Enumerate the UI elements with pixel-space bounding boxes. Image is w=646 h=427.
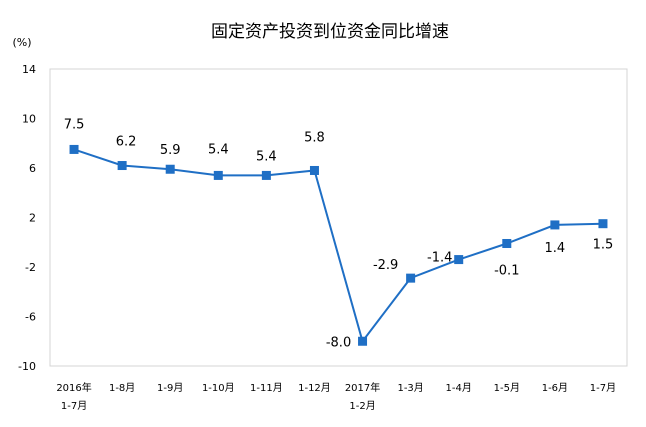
x-tick-label-line2: 1-7月 [61,400,87,412]
x-tick-label-line2: 1-2月 [349,400,375,412]
x-tick-label: 1-9月 [157,382,183,394]
data-label: -2.9 [373,258,398,273]
y-tick-label: 2 [29,212,36,225]
y-tick-label: 14 [22,63,36,76]
y-tick-label: 10 [22,113,36,126]
data-label: 5.9 [160,143,181,158]
x-tick-label: 1-8月 [109,382,135,394]
x-tick-label: 2016年 [56,381,91,394]
data-label: 5.4 [208,142,229,157]
x-tick-label: 1-5月 [494,382,520,394]
data-label: 1.5 [593,238,614,253]
data-label: -8.0 [326,335,351,350]
data-point-marker [309,165,319,175]
data-point-marker [69,144,79,154]
data-point-marker [454,255,464,265]
y-tick-label: -2 [25,261,36,274]
y-tick-label: -10 [18,360,36,373]
data-label: 1.4 [545,241,566,256]
x-tick-label: 1-10月 [202,382,235,394]
data-label: -1.4 [427,251,452,266]
x-tick-label: 2017年 [345,381,380,394]
data-labels: 7.5 6.2 5.9 5.4 5.4 5.8 -8.0 -2.9 -1.4 -0.1 1.4 1.5 [64,117,614,350]
data-point-marker [502,238,512,248]
data-point-marker [165,164,175,174]
y-tick-label: -6 [25,311,36,324]
x-tick-label: 1-7月 [590,382,616,394]
data-point-marker [117,161,127,171]
y-axis: 14 10 6 2 -2 -6 -10 [18,63,36,373]
x-tick-label: 1-11月 [250,382,283,394]
data-point-marker [358,336,368,346]
x-axis: 2016年 1-7月 1-8月 1-9月 1-10月 1-11月 1-12月 2017年 1-2… [56,381,616,412]
data-point-marker [406,273,416,283]
data-label: 5.4 [256,149,277,164]
series-line [73,148,604,344]
x-tick-label: 1-12月 [298,382,331,394]
data-point-marker [261,170,271,180]
data-label: 7.5 [64,117,85,132]
series-group [69,144,608,346]
plot-area-border [49,68,628,367]
chart-title: 固定资产投资到位资金同比增速 [211,22,449,42]
data-label: 6.2 [116,135,137,150]
x-tick-label: 1-3月 [397,382,423,394]
x-tick-label: 1-6月 [542,382,568,394]
y-tick-label: 6 [29,162,36,175]
data-point-marker [598,219,608,229]
data-label: 5.8 [304,130,325,145]
x-tick-label: 1-4月 [446,382,472,394]
y-axis-unit-label: (%) [12,36,31,49]
data-label: -0.1 [494,263,519,278]
data-point-marker [550,220,560,230]
data-point-marker [213,170,223,180]
